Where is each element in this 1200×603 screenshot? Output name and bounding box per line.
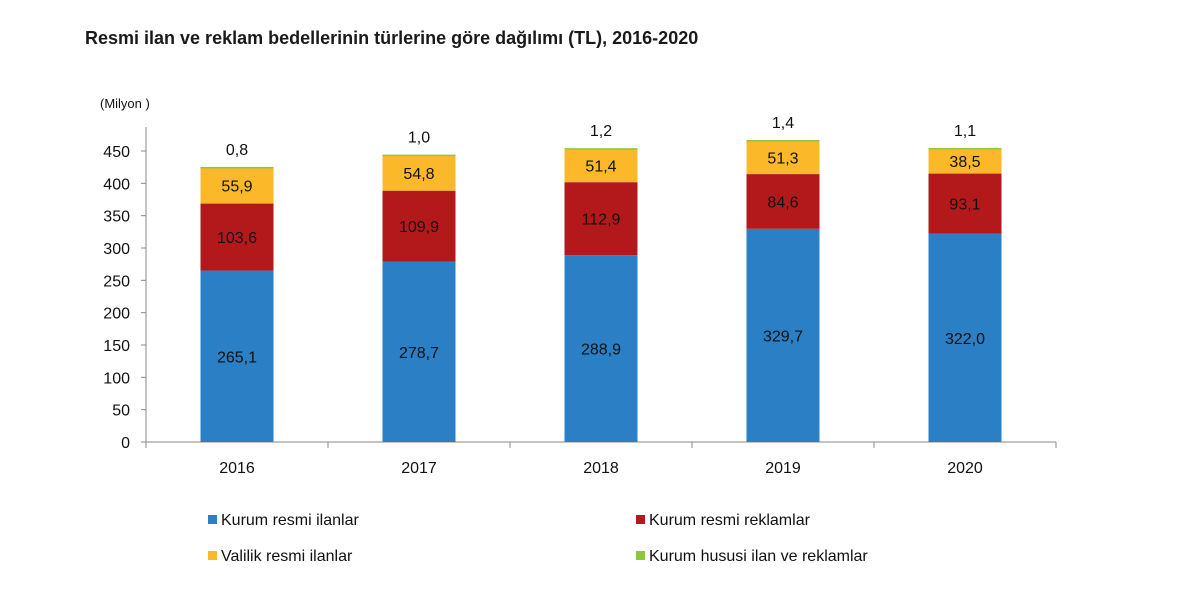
legend-label: Valilik resmi ilanlar (221, 548, 353, 565)
bar-segment (200, 167, 274, 204)
data-label: 1,1 (954, 123, 976, 140)
legend-swatch (636, 515, 645, 524)
bar-segment (200, 166, 274, 169)
data-label: 54,8 (403, 166, 434, 183)
bar-segment (564, 148, 638, 150)
data-label: 1,0 (408, 130, 430, 147)
data-label: 51,4 (585, 159, 616, 176)
x-tick-label: 2020 (947, 460, 983, 477)
y-tick-label: 250 (103, 273, 130, 290)
data-label: 278,7 (399, 345, 439, 362)
bar-segment (746, 228, 820, 442)
chart-title: Resmi ilan ve reklam bedellerinin türler… (85, 28, 699, 48)
y-tick-label: 300 (103, 241, 130, 258)
bar-segment (746, 174, 820, 229)
data-label: 55,9 (221, 178, 252, 195)
bar-segment (564, 148, 638, 183)
y-tick-label: 450 (103, 144, 130, 161)
bar-segment (382, 261, 456, 442)
y-tick-label: 150 (103, 338, 130, 355)
legend-swatch (208, 515, 217, 524)
legend-label: Kurum resmi ilanlar (221, 512, 359, 529)
bar-segment (928, 148, 1002, 174)
data-label: 288,9 (581, 342, 621, 359)
bar-segment (564, 255, 638, 442)
y-tick-label: 200 (103, 306, 130, 323)
y-tick-label: 400 (103, 176, 130, 193)
legend-swatch (208, 551, 217, 560)
data-label: 265,1 (217, 349, 257, 366)
bar-segment (200, 203, 274, 271)
legend-swatch (636, 551, 645, 560)
legend-label: Kurum resmi reklamlar (649, 512, 811, 529)
legend-label: Kurum hususi ilan ve reklamlar (649, 548, 868, 565)
x-tick-label: 2017 (401, 460, 437, 477)
data-label: 109,9 (399, 219, 439, 236)
data-label: 1,2 (590, 123, 612, 140)
data-label: 0,8 (226, 142, 248, 159)
data-label: 112,9 (582, 212, 621, 229)
bar-segment (382, 155, 456, 191)
data-label: 51,3 (767, 150, 798, 167)
bar-segment (928, 147, 1002, 150)
data-label: 38,5 (949, 154, 980, 171)
y-tick-label: 50 (112, 403, 130, 420)
data-label: 322,0 (945, 331, 985, 348)
bar-segment (928, 173, 1002, 234)
bar-segment (382, 154, 456, 157)
bar-segment (200, 270, 274, 442)
data-label: 1,4 (772, 115, 794, 132)
data-label: 93,1 (949, 197, 980, 214)
data-label: 329,7 (763, 328, 803, 345)
data-label: 84,6 (767, 194, 798, 211)
x-tick-label: 2016 (219, 460, 255, 477)
y-tick-label: 100 (103, 370, 130, 387)
bar-segment (746, 140, 820, 175)
bar-segment (928, 233, 1002, 442)
y-axis-label: (Milyon ) (100, 96, 150, 111)
bar-segment (564, 182, 638, 256)
y-tick-label: 0 (121, 435, 130, 452)
bar-segment (746, 140, 820, 142)
x-tick-label: 2018 (583, 460, 619, 477)
bar-segment (382, 190, 456, 262)
data-label: 103,6 (217, 230, 257, 247)
x-tick-label: 2019 (765, 460, 801, 477)
y-tick-label: 350 (103, 209, 130, 226)
